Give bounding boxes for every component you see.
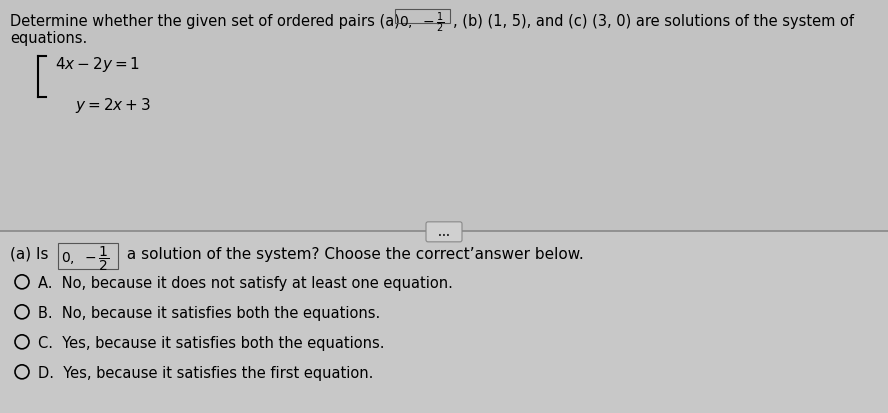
Text: B.  No, because it satisfies both the equations.: B. No, because it satisfies both the equ…: [38, 305, 380, 320]
Text: $y=2x+3$: $y=2x+3$: [75, 96, 151, 115]
Text: D.  Yes, because it satisfies the first equation.: D. Yes, because it satisfies the first e…: [38, 365, 373, 380]
Bar: [0, 231, 888, 413]
Text: , (b) (1, 5), and (c) (3, 0) are solutions of the system of: , (b) (1, 5), and (c) (3, 0) are solutio…: [453, 14, 854, 29]
Bar: [395, 10, 450, 24]
Text: A.  No, because it does not satisfy at least one equation.: A. No, because it does not satisfy at le…: [38, 275, 453, 290]
Text: ...: ...: [438, 227, 450, 237]
Text: (a) Is: (a) Is: [10, 246, 53, 261]
Text: $0,\ -\dfrac{1}{2}$: $0,\ -\dfrac{1}{2}$: [61, 244, 109, 273]
Text: $4x-2y=1$: $4x-2y=1$: [55, 55, 140, 74]
Text: equations.: equations.: [10, 31, 87, 46]
Bar: [58, 243, 118, 269]
Text: Determine whether the given set of ordered pairs (a): Determine whether the given set of order…: [10, 14, 405, 29]
Text: C.  Yes, because it satisfies both the equations.: C. Yes, because it satisfies both the eq…: [38, 335, 385, 350]
Bar: [0, 0, 888, 231]
FancyBboxPatch shape: [426, 222, 462, 242]
Text: $0,\ -\frac{1}{2}$: $0,\ -\frac{1}{2}$: [399, 11, 445, 35]
Text: a solution of the system? Choose the correct’answer below.: a solution of the system? Choose the cor…: [122, 246, 583, 261]
